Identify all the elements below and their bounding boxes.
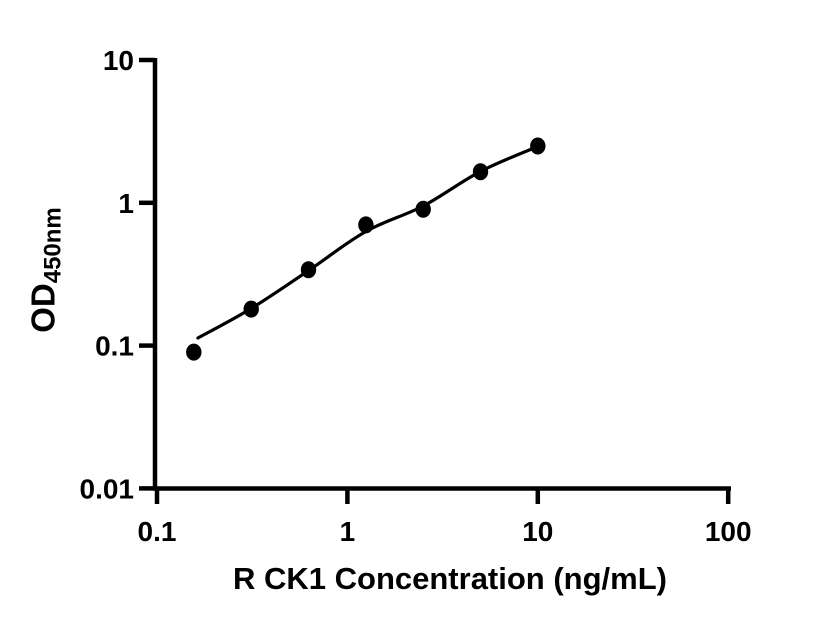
y-axis-title-subscript: 450nm	[39, 207, 67, 284]
y-axis-tick-label: 10	[103, 45, 134, 76]
data-point	[243, 300, 259, 318]
x-axis-tick-label: 1	[340, 516, 356, 547]
y-axis-title: OD450nm	[25, 207, 68, 333]
data-point	[358, 216, 374, 234]
y-axis-tick-label: 0.1	[95, 331, 134, 362]
x-axis-tick-label: 100	[705, 516, 752, 547]
x-axis-title: R CK1 Concentration (ng/mL)	[233, 561, 667, 596]
data-point	[186, 343, 202, 361]
y-axis-tick-label: 1	[118, 188, 134, 219]
data-point	[415, 200, 431, 218]
x-axis-tick-label: 10	[522, 516, 553, 547]
axis-spines	[152, 58, 731, 491]
data-point	[472, 163, 489, 181]
y-axis-title-main: OD	[24, 283, 62, 333]
data-point	[530, 137, 546, 155]
y-axis-tick-label: 0.01	[80, 473, 135, 504]
x-axis-tick-label: 0.1	[138, 516, 177, 547]
data-point	[300, 261, 317, 279]
